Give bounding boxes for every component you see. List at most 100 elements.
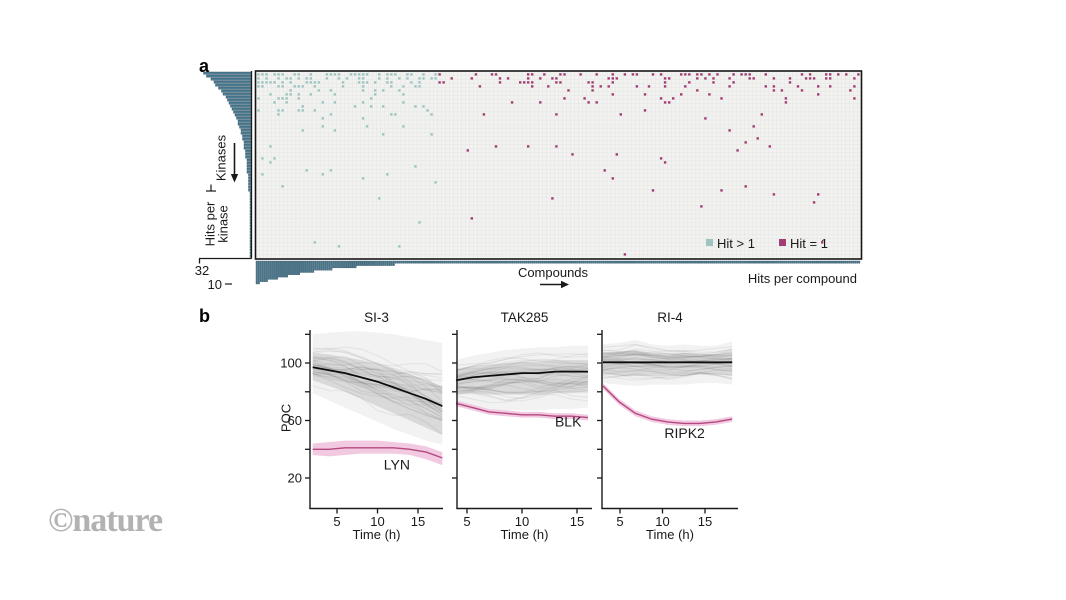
compound-bar <box>757 260 760 264</box>
compound-bar <box>844 260 847 264</box>
compound-bar <box>455 260 458 264</box>
compound-bar <box>304 260 307 273</box>
time-axis-label: Time (h) <box>646 527 694 542</box>
compound-bar <box>741 260 744 264</box>
hits-per-kinase-label-line1: Hits per <box>203 201 218 246</box>
kinase-bar <box>210 77 252 81</box>
compound-bar <box>523 260 526 264</box>
compound-bar <box>713 260 716 264</box>
compound-bar <box>614 260 617 264</box>
compound-bar <box>380 260 383 266</box>
kinases-direction-arrow-icon <box>230 143 239 183</box>
compound-bar <box>725 260 728 264</box>
compound-bar <box>622 260 625 264</box>
hits-per-kinase-label-line2: kinase <box>216 205 231 243</box>
compound-bar <box>584 260 587 264</box>
compound-bar <box>801 260 804 264</box>
kinase-bar <box>243 140 252 144</box>
compound-bar <box>310 260 313 273</box>
compound-bar <box>761 260 764 264</box>
compound-bar <box>535 260 538 264</box>
compound-bar <box>856 260 859 264</box>
compound-bar <box>485 260 488 264</box>
compound-bar <box>813 260 816 264</box>
poc-time-subplots: LYN 100 60 20 5 10 15 SI-3 Time (h) BLK 5 10 15 TAK28… <box>280 310 738 542</box>
ensemble-inner-band <box>456 360 588 395</box>
kinase-bar <box>206 74 252 78</box>
compound-bar <box>759 260 762 264</box>
compound-bar <box>820 260 822 264</box>
compound-bar <box>787 260 790 264</box>
compound-bar <box>461 260 464 264</box>
compound-bar <box>600 260 603 264</box>
compound-bar <box>594 260 597 264</box>
compound-bar <box>735 260 738 264</box>
subplot-ri4: RIPK2 5 10 15 RI-4 Time (h) <box>597 310 738 542</box>
compound-bar <box>421 260 423 264</box>
compound-bar <box>666 260 669 264</box>
compound-bar <box>588 260 591 264</box>
compound-bar <box>447 260 450 264</box>
compound-bar <box>737 260 740 264</box>
compound-bar <box>650 260 653 264</box>
subplot-title: RI-4 <box>657 310 683 325</box>
compound-bar <box>324 260 327 271</box>
legend-label: Hit > 1 <box>717 236 755 251</box>
compound-bar <box>566 260 568 264</box>
legend-swatch-icon <box>706 239 713 246</box>
x-tick-label: 10 <box>515 514 529 529</box>
compound-bar <box>473 260 476 264</box>
compound-bar <box>745 260 748 264</box>
compound-bar <box>328 260 331 271</box>
compound-bar <box>511 260 514 264</box>
compound-bar <box>360 260 363 266</box>
compound-bar <box>408 260 411 264</box>
compound-bar <box>356 260 359 266</box>
compound-bar <box>662 260 665 264</box>
compound-bar <box>314 260 317 271</box>
compound-bar <box>612 260 615 264</box>
compound-bar <box>624 260 627 264</box>
compound-bar <box>699 260 701 264</box>
compound-bar <box>644 260 647 264</box>
compound-bar <box>803 260 806 264</box>
hit-matrix <box>255 70 862 260</box>
kinase-bar <box>242 137 252 141</box>
kinase-bar <box>246 170 252 174</box>
hits-per-compound-label: Hits per compound <box>748 271 857 286</box>
x-tick-label: 10 <box>370 514 384 529</box>
compound-bar <box>384 260 387 266</box>
compound-bar <box>842 260 845 264</box>
compound-bar <box>560 260 562 264</box>
y-tick-label: 60 <box>288 413 302 428</box>
compound-bar <box>271 260 274 280</box>
compound-bar <box>388 260 391 266</box>
compound-bar <box>654 260 657 264</box>
compound-bar <box>453 260 456 264</box>
compound-bar <box>789 260 792 264</box>
compound-bar <box>723 260 726 264</box>
compound-bar <box>805 260 808 264</box>
compound-bar <box>495 260 498 264</box>
compound-bar <box>678 260 681 264</box>
compound-bar <box>296 260 298 275</box>
compound-bar <box>848 260 851 264</box>
compound-bar <box>529 260 532 264</box>
compound-bar <box>364 260 367 266</box>
compound-bar <box>658 260 661 264</box>
compound-bar <box>570 260 573 264</box>
compound-bar <box>531 260 534 264</box>
kinase-bar <box>243 143 252 147</box>
compound-bar <box>626 260 629 264</box>
x-tick-label: 5 <box>616 514 623 529</box>
compound-bar <box>680 260 683 264</box>
compound-bar <box>697 260 699 264</box>
compound-bar <box>509 260 512 264</box>
compound-bar <box>366 260 369 266</box>
compound-bar <box>396 260 399 264</box>
compound-bar <box>537 260 540 264</box>
compound-bar <box>273 260 276 280</box>
compound-bar <box>431 260 433 264</box>
compound-bar <box>834 260 836 264</box>
